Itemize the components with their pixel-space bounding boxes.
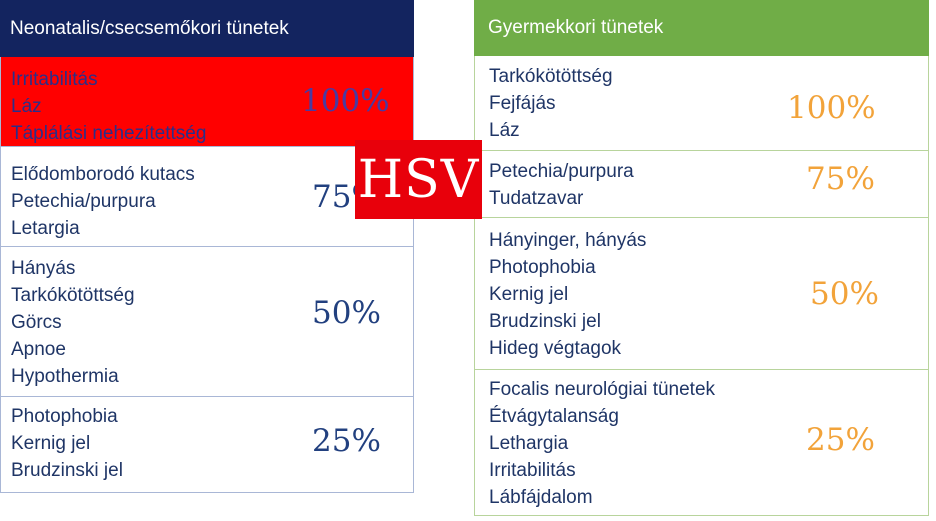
childhood-group-75: Petechia/purpura Tudatzavar 75% — [474, 151, 929, 218]
childhood-group-100: Tarkókötöttség Fejfájás Láz 100% — [474, 56, 929, 151]
symptom-item: Táplálási nehezítettség — [11, 123, 207, 144]
symptom-item: Apnoe — [11, 339, 66, 360]
symptom-item: Tarkókötöttség — [11, 285, 135, 306]
neonatal-group-25: Photophobia Kernig jel Brudzinski jel 25… — [0, 397, 414, 493]
symptom-item: Focalis neurológiai tünetek — [489, 379, 716, 400]
percent-label: 100% — [787, 90, 876, 126]
symptom-item: Photophobia — [11, 406, 118, 427]
symptom-item: Elődomborodó kutacs — [11, 164, 195, 185]
childhood-group-25: Focalis neurológiai tünetek Étvágytalans… — [474, 370, 929, 516]
percent-label: 25% — [806, 422, 875, 458]
symptom-item: Photophobia — [489, 257, 596, 278]
neonatal-symptoms-panel: Neonatalis/csecsemőkori tünetek Irritabi… — [0, 0, 414, 493]
symptom-item: Étvágytalanság — [489, 406, 619, 427]
neonatal-group-75: Elődomborodó kutacs Petechia/purpura Let… — [0, 147, 414, 247]
symptom-item: Fejfájás — [489, 93, 556, 114]
symptom-item: Petechia/purpura — [11, 191, 156, 212]
symptom-item: Irritabilitás — [11, 69, 98, 90]
neonatal-panel-header: Neonatalis/csecsemőkori tünetek — [0, 0, 414, 57]
symptom-item: Tudatzavar — [489, 188, 584, 209]
symptom-item: Tarkókötöttség — [489, 66, 613, 87]
symptom-item: Irritabilitás — [489, 460, 576, 481]
symptom-item: Petechia/purpura — [489, 161, 634, 182]
symptom-item: Hányás — [11, 258, 76, 279]
symptom-item: Brudzinski jel — [11, 460, 123, 481]
childhood-symptoms-panel: Gyermekkori tünetek Tarkókötöttség Fejfá… — [474, 0, 929, 516]
neonatal-group-50: Hányás Tarkókötöttség Görcs Apnoe Hypoth… — [0, 247, 414, 397]
neonatal-group-100: Irritabilitás Láz Táplálási nehezítettsé… — [0, 57, 414, 147]
symptom-item: Brudzinski jel — [489, 311, 601, 332]
symptom-item: Hypothermia — [11, 366, 119, 387]
percent-label: 75% — [806, 161, 875, 197]
symptom-item: Láz — [11, 96, 42, 117]
childhood-panel-header: Gyermekkori tünetek — [474, 0, 929, 56]
symptom-item: Hideg végtagok — [489, 338, 622, 359]
percent-label: 25% — [312, 423, 381, 459]
symptom-item: Kernig jel — [11, 433, 91, 454]
percent-label: 100% — [301, 83, 390, 119]
symptom-item: Letargia — [11, 218, 80, 239]
hsv-badge: HSV — [355, 140, 482, 219]
symptom-item: Lábfájdalom — [489, 487, 593, 508]
symptom-item: Lethargia — [489, 433, 569, 454]
symptom-item: Kernig jel — [489, 284, 569, 305]
percent-label: 50% — [810, 276, 879, 312]
childhood-group-50: Hányinger, hányás Photophobia Kernig jel… — [474, 218, 929, 370]
symptom-item: Görcs — [11, 312, 62, 333]
symptom-item: Láz — [489, 120, 520, 141]
symptom-item: Hányinger, hányás — [489, 230, 647, 251]
percent-label: 50% — [312, 295, 381, 331]
